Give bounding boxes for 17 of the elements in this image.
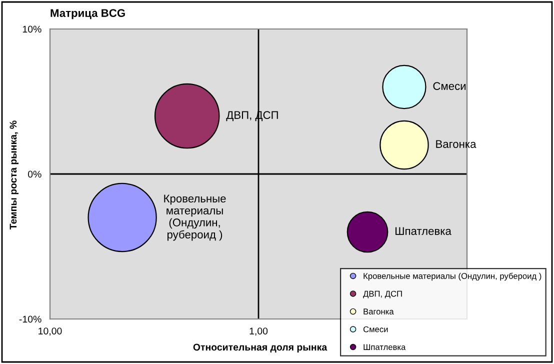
x-axis-title: Относительная доля рынка (193, 344, 328, 353)
chart-title: Матрица BCG (50, 9, 125, 20)
y-tick-label: 0% (28, 170, 42, 178)
legend-label: Кровельные материалы (Ондулин, рубероид ) (364, 272, 542, 281)
text: Смеси (433, 82, 466, 90)
text: Шпатлевка (396, 227, 452, 235)
x-tick-label: 1,00 (250, 328, 268, 336)
legend-label: Вагонка (364, 308, 394, 314)
legend-label: Смеси (363, 326, 388, 332)
legend-label: Шпатлевка (364, 344, 406, 350)
y-axis-title: Темпы роста рынка, % (10, 120, 19, 230)
x-tick-label: 10,00 (38, 328, 62, 336)
text: Кровельные материалы (Ондулин, рубероид ) (164, 194, 226, 241)
y-tick-label: 10% (22, 26, 42, 33)
text: Вагонка (436, 140, 476, 148)
y-tick-label: -10% (19, 316, 42, 323)
legend-label: ДВП, ДСП (363, 290, 402, 298)
